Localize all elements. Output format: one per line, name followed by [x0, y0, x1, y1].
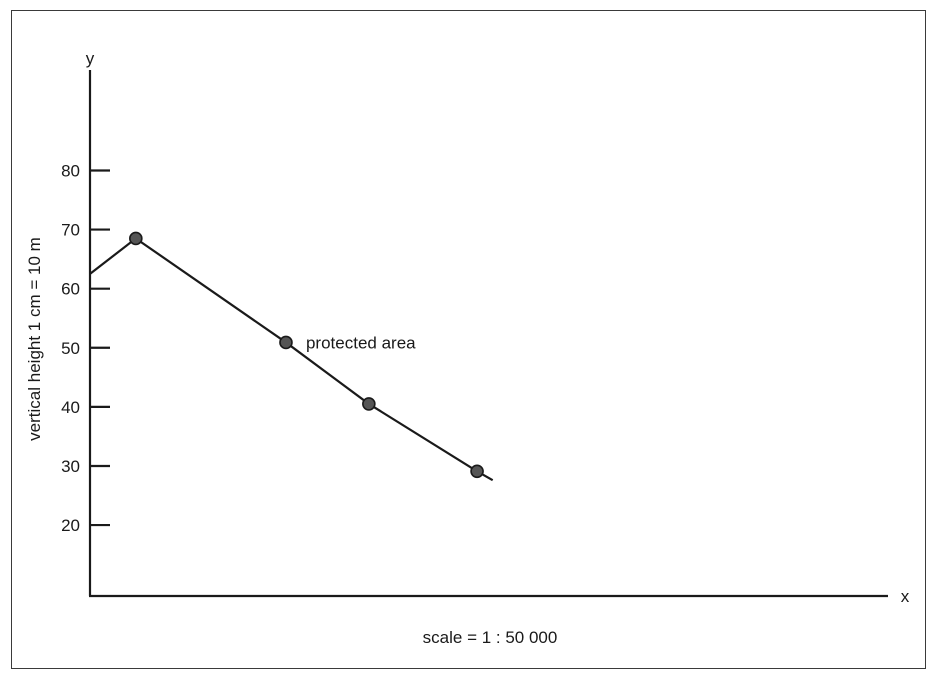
- y-tick-label: 30: [61, 457, 80, 476]
- series-line: [89, 237, 494, 482]
- chart-frame: [11, 10, 926, 669]
- y-axis-label: vertical height 1 cm = 10 m: [25, 237, 44, 441]
- y-axis-name: y: [86, 49, 95, 68]
- series-group: [89, 231, 494, 482]
- y-tick-label: 80: [61, 161, 80, 180]
- y-tick-label: 50: [61, 339, 80, 358]
- y-tick-label: 40: [61, 398, 80, 417]
- y-tick-label: 70: [61, 221, 80, 240]
- data-point: [362, 397, 376, 411]
- axes: y x vertical height 1 cm = 10 m scale = …: [25, 49, 910, 647]
- data-point: [129, 231, 143, 246]
- annotation-label: protected area: [306, 333, 416, 352]
- y-tick-label: 60: [61, 280, 80, 299]
- annotations: protected area: [306, 333, 416, 352]
- data-point: [279, 335, 293, 350]
- x-axis-name: x: [901, 587, 910, 606]
- scale-caption: scale = 1 : 50 000: [423, 628, 558, 647]
- data-point: [470, 464, 484, 479]
- y-tick-label: 20: [61, 516, 80, 535]
- y-ticks: 20 30 40 50 60 70 80: [61, 161, 110, 535]
